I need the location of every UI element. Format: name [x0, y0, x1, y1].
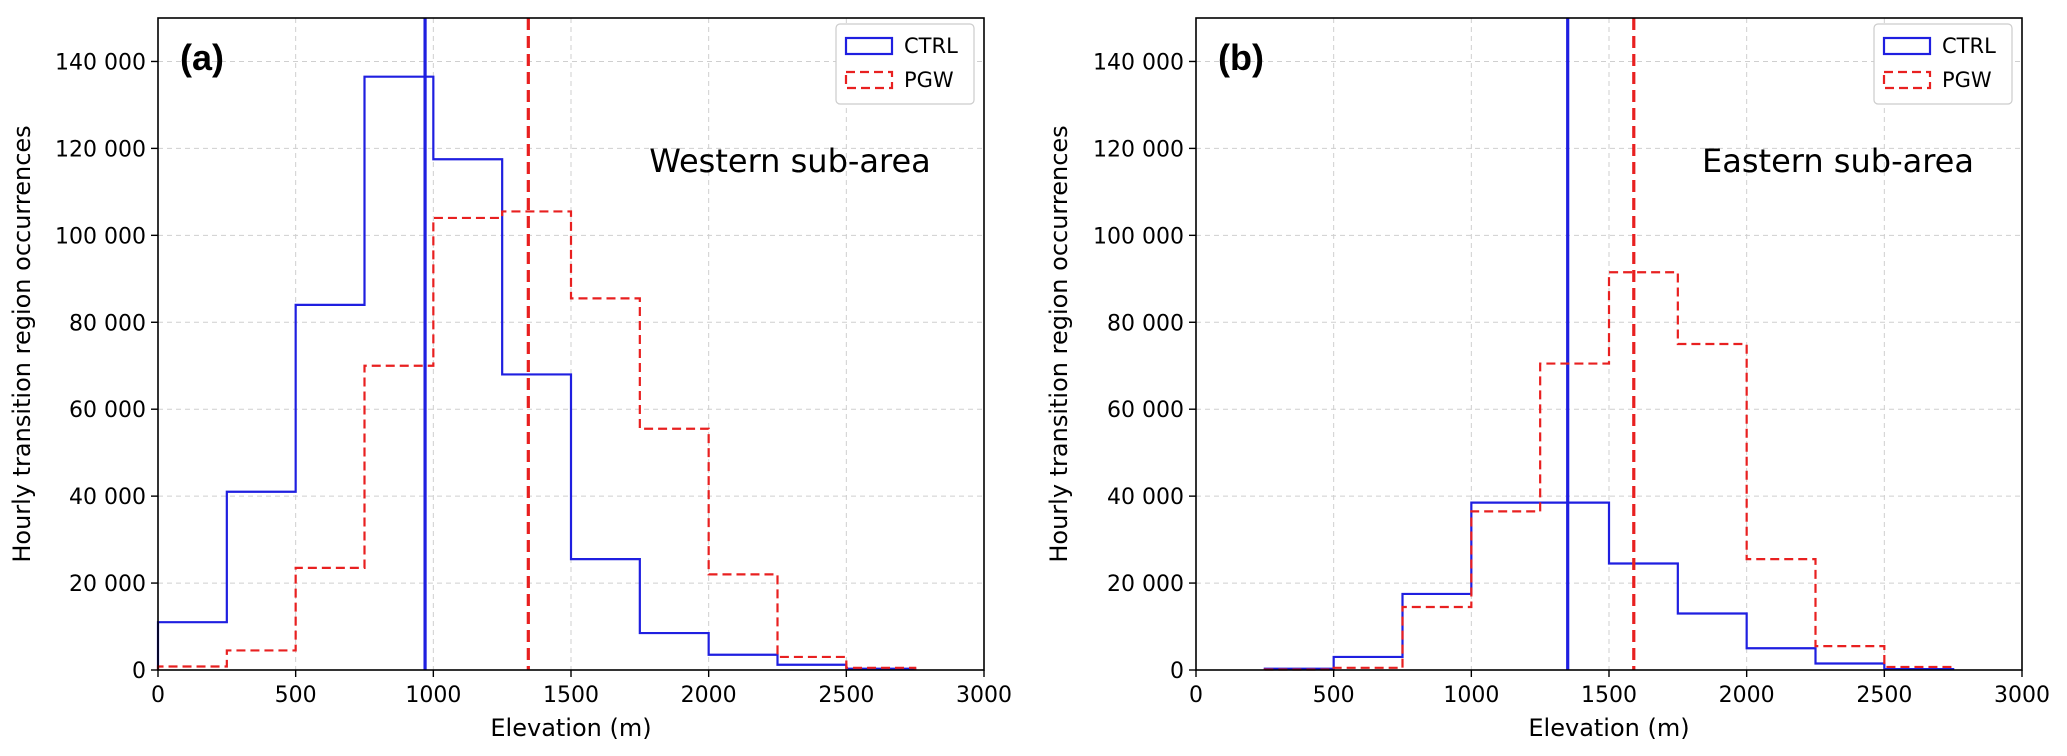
x-tick-label: 2000	[681, 683, 737, 708]
series-ctrl-step	[156, 75, 917, 670]
x-tick-label: 2000	[1719, 683, 1775, 708]
x-tick-label: 0	[151, 683, 165, 708]
legend: CTRL PGW	[1873, 23, 2013, 105]
y-axis-label: Hourly transition region occurrences	[8, 125, 36, 562]
x-tick-label: 2500	[818, 683, 874, 708]
x-tick-label: 1500	[543, 683, 599, 708]
series-ctrl-step	[1263, 501, 1955, 671]
y-tick-label: 120 000	[55, 137, 146, 162]
y-tick-label: 100 000	[55, 224, 146, 249]
x-tick-label: 500	[275, 683, 317, 708]
y-axis-label: Hourly transition region occurrences	[1045, 125, 1073, 562]
y-tick-label: 0	[132, 659, 146, 684]
y-tick-label: 100 000	[1093, 224, 1184, 249]
region-annotation: Western sub-area	[649, 142, 931, 180]
y-tick-label: 20 000	[1107, 572, 1184, 597]
legend-label-ctrl: CTRL	[904, 34, 958, 58]
x-tick-label: 2500	[1856, 683, 1912, 708]
legend-label-ctrl: CTRL	[1942, 34, 1996, 58]
x-tick-label: 1000	[1443, 683, 1499, 708]
x-tick-label: 0	[1189, 683, 1203, 708]
y-tick-label: 140 000	[1093, 50, 1184, 75]
y-tick-label: 60 000	[69, 398, 146, 423]
y-tick-label: 40 000	[1107, 485, 1184, 510]
y-tick-label: 40 000	[69, 485, 146, 510]
legend: CTRL PGW	[835, 23, 975, 105]
x-tick-label: 1000	[405, 683, 461, 708]
legend-box	[835, 23, 975, 105]
y-tick-label: 80 000	[69, 311, 146, 336]
legend-box	[1873, 23, 2013, 105]
region-annotation: Eastern sub-area	[1702, 142, 1974, 180]
grid-lines	[1195, 18, 2023, 671]
legend-swatch-ctrl	[844, 36, 894, 56]
legend-swatch-pgw	[844, 70, 894, 90]
panel-label: (a)	[180, 37, 224, 78]
y-tick-label: 120 000	[1093, 137, 1184, 162]
x-axis-label: Elevation (m)	[1528, 714, 1689, 742]
x-tick-label: 3000	[956, 683, 1012, 708]
panel-a: 0 500 1000 1500 2000 2500 3000 0 20 000 40 000 60 …	[8, 17, 1012, 742]
y-tick-label: 60 000	[1107, 398, 1184, 423]
x-axis-label: Elevation (m)	[490, 714, 651, 742]
y-tick-label: 140 000	[55, 50, 146, 75]
x-tick-label: 500	[1313, 683, 1355, 708]
legend-swatch-pgw	[1882, 70, 1932, 90]
grid-lines	[157, 18, 985, 671]
legend-swatch-ctrl	[1882, 36, 1932, 56]
legend-label-pgw: PGW	[1942, 68, 1992, 92]
y-tick-label: 0	[1170, 659, 1184, 684]
x-tick-label: 1500	[1581, 683, 1637, 708]
series-pgw-step	[156, 210, 917, 670]
y-tick-label: 20 000	[69, 572, 146, 597]
x-tick-label: 3000	[1994, 683, 2050, 708]
panel-b: 0 500 1000 1500 2000 2500 3000 0 20 000 40 000 60 …	[1045, 17, 2050, 742]
panel-label: (b)	[1218, 37, 1264, 78]
y-tick-label: 80 000	[1107, 311, 1184, 336]
series-pgw-step	[1263, 271, 1955, 671]
legend-label-pgw: PGW	[904, 68, 954, 92]
